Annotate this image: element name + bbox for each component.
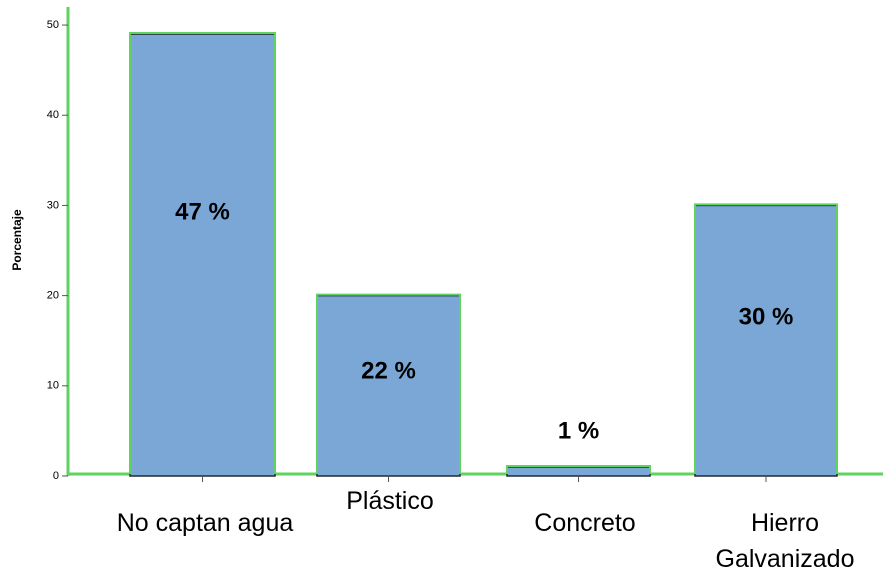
bar-edge: [129, 32, 276, 474]
data-label: 47 %: [175, 198, 230, 225]
y-tick-label: 50: [47, 19, 59, 31]
bar: [506, 466, 651, 477]
y-axis-title: Porcentaje: [10, 209, 24, 271]
y-tick-label: 40: [47, 109, 59, 121]
x-tick-label: No captan agua: [116, 509, 294, 537]
data-label: 22 %: [361, 357, 416, 384]
bar: [129, 33, 276, 477]
bar: [316, 294, 461, 477]
y-tick-label: 10: [47, 380, 59, 392]
data-label: 1 %: [558, 417, 599, 444]
bar-edge: [694, 203, 838, 474]
y-tick-label: 20: [47, 290, 59, 302]
x-tick-label: Plástico: [346, 487, 434, 515]
bar-edge: [316, 293, 461, 474]
bar-edge: [506, 464, 651, 474]
y-tick-label: 30: [47, 199, 59, 211]
y-tick-label: 0: [53, 470, 59, 482]
x-tick-label: Concreto: [534, 509, 636, 537]
x-tick-label: Hierro Galvanizado: [715, 509, 855, 573]
data-label: 30 %: [739, 303, 794, 330]
bar: [694, 204, 838, 477]
